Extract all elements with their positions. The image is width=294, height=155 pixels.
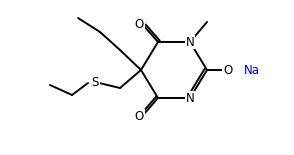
Text: S: S — [91, 75, 99, 89]
Text: O: O — [134, 18, 144, 31]
Text: Na: Na — [244, 64, 260, 77]
Text: O: O — [223, 64, 233, 77]
Text: O: O — [134, 109, 144, 122]
Text: N: N — [186, 91, 194, 104]
Text: N: N — [186, 35, 194, 49]
